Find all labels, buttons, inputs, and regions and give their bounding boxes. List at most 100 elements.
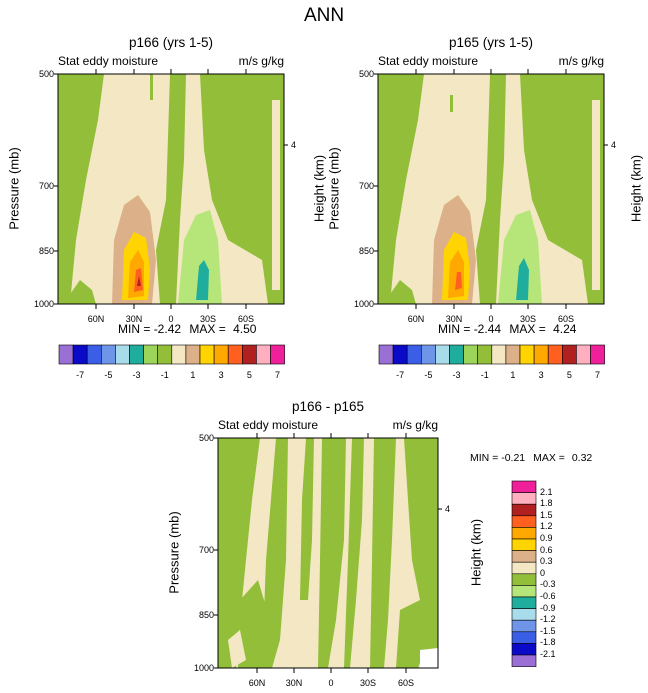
p3-xtick-30n: 30N <box>285 678 303 688</box>
p2-xtick-60s: 60S <box>557 314 574 324</box>
p2-max-value: 4.24 <box>553 322 577 336</box>
cbar3-label-12: -1.5 <box>540 625 556 636</box>
p1-xtick-0: 0 <box>168 314 174 324</box>
cbar3-label-2: 1.5 <box>540 509 553 520</box>
cbar2-label-1: -5 <box>424 370 433 380</box>
p2-y2label: Height (km) <box>628 154 644 223</box>
cbar3-swatch-4 <box>511 527 537 540</box>
p1-max-value: 4.50 <box>233 322 257 336</box>
cbar1-swatch-14 <box>256 344 271 365</box>
cbar1-swatch-8 <box>171 344 187 365</box>
panel-1-right-label: m/s g/kg <box>238 54 284 68</box>
cbar3-label-4: 0.9 <box>540 533 553 543</box>
p3-ytick-1000: 1000 <box>193 663 214 673</box>
p1-xtick-30n: 30N <box>125 314 143 324</box>
p2-xtick-0: 0 <box>488 314 494 324</box>
panel-3-ticks <box>214 433 442 673</box>
cbar2-swatch-14 <box>576 344 591 365</box>
cbar2-label-6: 5 <box>566 370 572 380</box>
cbar3-label-9: -0.6 <box>540 591 556 601</box>
panel-3-field <box>218 438 438 668</box>
cbar3-label-0: 2.1 <box>540 486 553 497</box>
cbar3-swatch-1 <box>511 492 537 505</box>
cbar2-swatch-12 <box>547 344 563 365</box>
cbar3-swatch-13 <box>511 631 537 644</box>
page-title: ANN <box>303 5 345 26</box>
p3-ytick-500: 500 <box>198 433 214 443</box>
cbar1-swatch-7 <box>157 344 173 365</box>
cbar3-swatch-10 <box>511 596 537 609</box>
cbar2-label-5: 3 <box>538 370 544 380</box>
cbar1-label-6: 5 <box>246 370 252 380</box>
colorbar-top-left <box>58 344 285 365</box>
cbar3-label-8: -0.3 <box>540 579 556 590</box>
colorbar-bottom <box>511 480 537 667</box>
panel-3-title: p166 - p165 <box>291 399 365 414</box>
p1-y2label: Height (km) <box>311 154 327 223</box>
cbar2-swatch-15 <box>590 344 605 365</box>
p1-xtick-60s: 60S <box>237 314 254 324</box>
cbar2-label-7: 7 <box>595 370 601 380</box>
cbar1-swatch-5 <box>129 344 144 365</box>
cbar3-label-5: 0.6 <box>540 544 553 555</box>
cbar2-swatch-10 <box>519 344 535 365</box>
cbar3-label-11: -1.2 <box>540 614 556 625</box>
cbar2-swatch-8 <box>491 344 507 365</box>
cbar3-label-1: 1.8 <box>540 498 553 509</box>
p3-y2tick-4: 4 <box>445 504 451 514</box>
cbar1-swatch-11 <box>213 344 229 365</box>
panel-2-title: p165 (yrs 1-5) <box>448 35 534 50</box>
cbar1-label-3: -1 <box>160 370 169 380</box>
cbar1-swatch-15 <box>270 344 285 365</box>
cbar3-label-10: -0.9 <box>540 602 556 613</box>
cbar3-swatch-12 <box>511 619 537 633</box>
p2-y2tick-4: 4 <box>611 140 617 150</box>
cbar3-swatch-8 <box>511 573 537 586</box>
cbar2-swatch-4 <box>435 344 450 365</box>
cbar3-swatch-5 <box>511 538 537 551</box>
cbar3-swatch-3 <box>511 515 537 528</box>
cbar1-swatch-1 <box>72 344 88 365</box>
p2-max-label: MAX = <box>509 322 546 336</box>
cbar3-label-3: 1.2 <box>540 521 553 532</box>
cbar3-label-13: -1.8 <box>540 637 556 648</box>
p3-ylabel: Pressure (mb) <box>166 511 182 594</box>
p3-min-label: MIN = <box>470 452 499 464</box>
cbar3-label-14: -2.1 <box>540 649 556 659</box>
cbar2-swatch-1 <box>392 344 408 365</box>
p3-ytick-700: 700 <box>198 545 214 555</box>
cbar1-swatch-4 <box>115 344 130 365</box>
cbar1-label-1: -5 <box>104 370 113 380</box>
p2-min-value: -2.44 <box>473 322 502 336</box>
cbar2-label-2: -3 <box>452 370 461 380</box>
cbar3-swatch-0 <box>511 480 537 493</box>
p1-ytick-850: 850 <box>38 246 54 256</box>
p3-ytick-850: 850 <box>198 610 214 620</box>
p3-y2label: Height (km) <box>468 518 484 587</box>
cbar3-label-6: 0.3 <box>540 556 553 567</box>
p1-max-label: MAX = <box>189 322 226 336</box>
p2-ylabel: Pressure (mb) <box>326 147 342 230</box>
p1-ytick-500: 500 <box>38 69 54 79</box>
panel-2-ticks <box>374 69 608 309</box>
panel-1-title: p166 (yrs 1-5) <box>128 35 214 50</box>
cbar1-swatch-0 <box>58 344 74 365</box>
cbar2-swatch-3 <box>420 344 436 365</box>
cbar3-label-7: 0 <box>540 567 546 578</box>
panel-1-ticks <box>54 69 288 309</box>
p1-min-value: -2.42 <box>153 322 182 336</box>
p1-xtick-30s: 30S <box>199 314 216 324</box>
panel-2-field <box>378 74 604 304</box>
cbar1-label-0: -7 <box>76 370 85 380</box>
panel-2-left-label: Stat eddy moisture <box>378 54 479 68</box>
panel-2-right-label: m/s g/kg <box>558 54 604 68</box>
cbar1-swatch-9 <box>185 344 201 365</box>
p3-xtick-30s: 30S <box>359 678 376 688</box>
panel-1-left-label: Stat eddy moisture <box>58 54 159 68</box>
cbar1-swatch-2 <box>86 344 102 365</box>
p1-ylabel: Pressure (mb) <box>6 147 22 230</box>
p2-xtick-30n: 30N <box>445 314 463 324</box>
colorbar-top-right <box>378 344 605 365</box>
cbar3-swatch-11 <box>511 608 537 621</box>
p3-max-value: 0.32 <box>571 452 593 464</box>
